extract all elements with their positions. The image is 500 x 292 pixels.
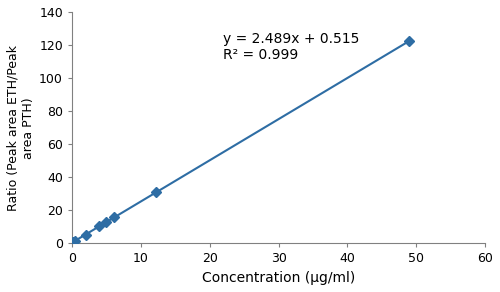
Text: y = 2.489x + 0.515
R² = 0.999: y = 2.489x + 0.515 R² = 0.999 <box>224 32 360 62</box>
Y-axis label: Ratio (Peak area ETH/Peak
area PTH): Ratio (Peak area ETH/Peak area PTH) <box>7 45 35 211</box>
X-axis label: Concentration (μg/ml): Concentration (μg/ml) <box>202 271 355 285</box>
